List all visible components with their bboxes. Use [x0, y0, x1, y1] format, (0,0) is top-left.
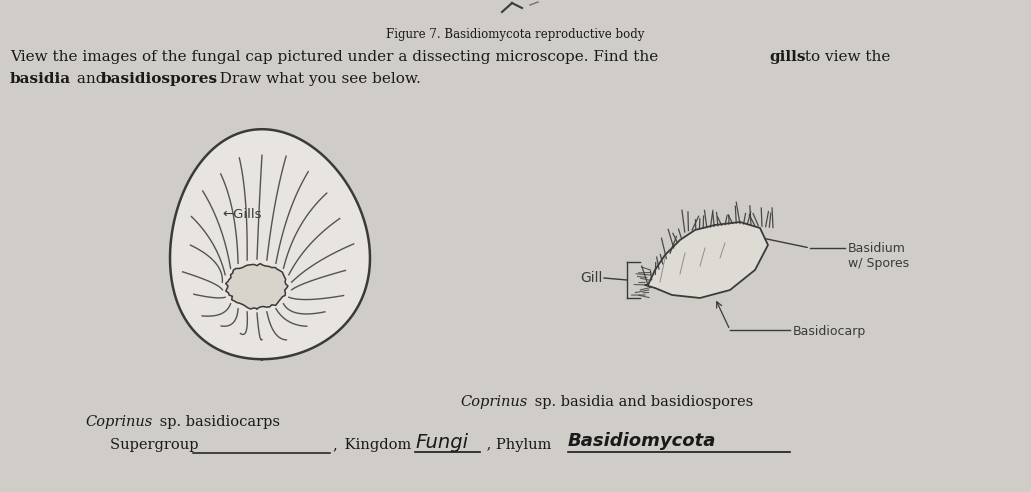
Text: Basidium
w/ Spores: Basidium w/ Spores — [849, 242, 909, 270]
Text: basidia: basidia — [10, 72, 71, 86]
Text: Coprinus: Coprinus — [460, 395, 527, 409]
Text: View the images of the fungal cap pictured under a dissecting microscope. Find t: View the images of the fungal cap pictur… — [10, 50, 663, 64]
Text: Gill: Gill — [580, 271, 602, 285]
Text: ←Gills: ←Gills — [222, 209, 262, 221]
Text: gills: gills — [769, 50, 805, 64]
Text: Fungi: Fungi — [415, 433, 468, 452]
Text: and: and — [72, 72, 110, 86]
Text: basidiospores: basidiospores — [101, 72, 219, 86]
Text: Supergroup: Supergroup — [110, 438, 203, 452]
Text: Kingdom: Kingdom — [340, 438, 415, 452]
Text: Coprinus: Coprinus — [85, 415, 153, 429]
Text: sp. basidia and basidiospores: sp. basidia and basidiospores — [530, 395, 754, 409]
Polygon shape — [226, 264, 288, 309]
Text: , Phylum: , Phylum — [483, 438, 556, 452]
Polygon shape — [170, 129, 370, 359]
Text: . Draw what you see below.: . Draw what you see below. — [210, 72, 421, 86]
Text: Figure 7. Basidiomycota reproductive body: Figure 7. Basidiomycota reproductive bod… — [386, 28, 644, 41]
Text: Basidiocarp: Basidiocarp — [793, 326, 866, 338]
Polygon shape — [645, 222, 768, 298]
Text: to view the: to view the — [800, 50, 891, 64]
Text: sp. basidiocarps: sp. basidiocarps — [155, 415, 280, 429]
Text: ,: , — [332, 438, 337, 452]
Text: Basidiomycota: Basidiomycota — [568, 432, 717, 450]
